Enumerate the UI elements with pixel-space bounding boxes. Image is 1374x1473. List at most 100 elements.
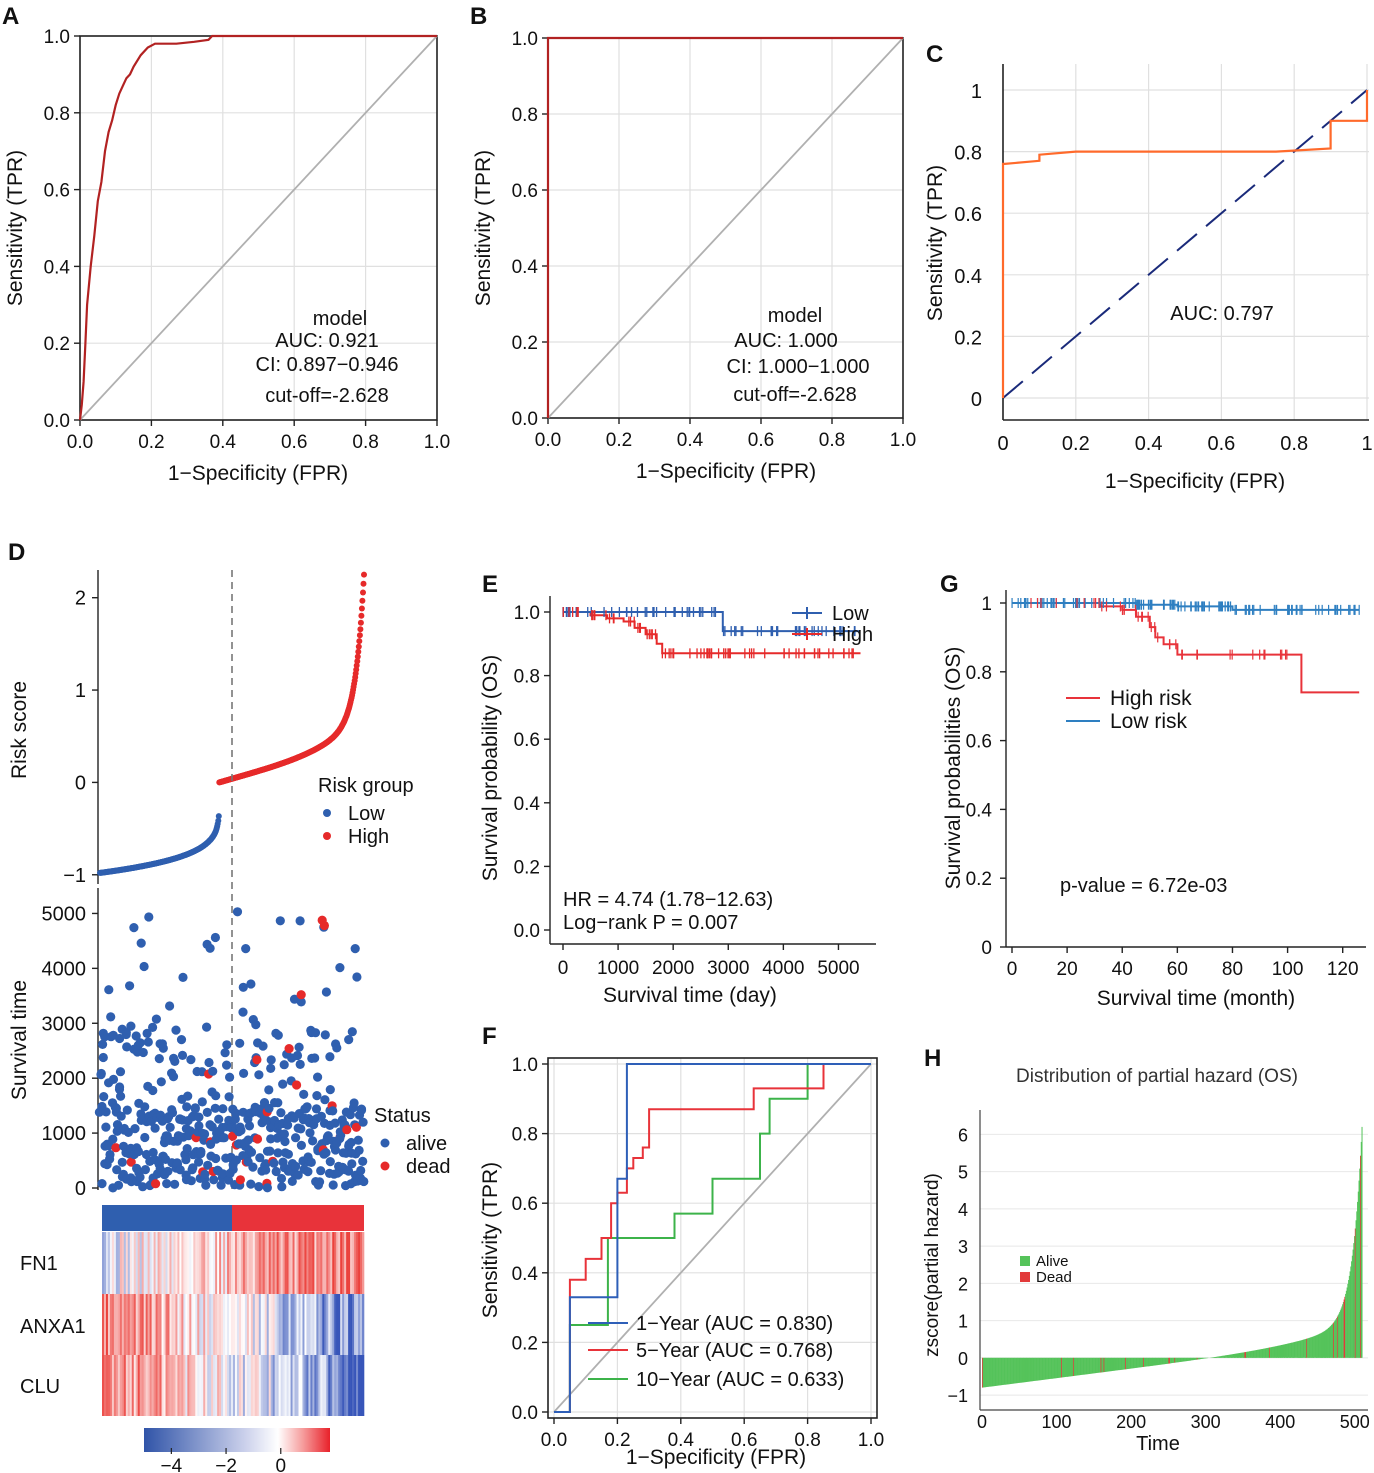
heatmap-cell [354,1232,357,1294]
alive-bar [1355,1220,1357,1358]
heatmap-cell [207,1232,210,1294]
heatmap-cell [352,1232,355,1294]
y-tick-label: 5000 [42,903,87,925]
cutoff-label: cut-off=-2.628 [733,384,857,406]
heatmap-cell [278,1232,281,1294]
legend-title: Risk group [318,775,414,797]
alive-bar [1005,1357,1007,1385]
alive-point [176,1035,187,1045]
heatmap-cell [294,1294,297,1355]
alive-bar [1086,1357,1088,1375]
y-tick-label: 0.8 [514,667,540,688]
heatmap-cell [121,1355,125,1416]
alive-point [332,1043,342,1053]
heatmap-cell [344,1294,347,1355]
heatmap-cell [342,1294,345,1355]
dead-bar [1196,1357,1198,1360]
heatmap-cell [155,1355,158,1416]
alive-bar [1307,1338,1309,1358]
alive-bar [1278,1345,1280,1358]
alive-point [296,1140,306,1150]
y-tick-label: 2000 [42,1068,87,1090]
alive-bar [1067,1357,1069,1377]
heatmap-cell [252,1294,256,1355]
alive-point [165,1122,175,1132]
heatmap-cell [302,1355,305,1416]
y-tick-label: 3000 [42,1013,87,1035]
dead-bar [1061,1357,1063,1378]
heatmap-cell [246,1355,250,1416]
alive-bar [1205,1357,1207,1359]
alive-bar [1033,1357,1035,1381]
heatmap-cell [234,1232,238,1294]
alive-bar [1301,1340,1303,1358]
heatmap-cell [177,1355,180,1416]
alive-bar [1191,1357,1193,1361]
alive-point [135,1038,145,1048]
alive-point [278,1079,288,1089]
alive-point [311,1104,322,1114]
alive-bar [1007,1357,1009,1385]
heatmap-cell [262,1294,266,1355]
diagonal-line [1002,89,1368,399]
alive-bar [1059,1357,1061,1378]
alive-point [287,1176,297,1186]
alive-bar [1175,1357,1177,1363]
alive-point [138,1047,148,1058]
alive-point [205,943,215,953]
heatmap-cell [171,1232,174,1294]
heatmap-cell [252,1355,256,1416]
alive-point [131,1031,141,1041]
dead-point [126,1157,136,1167]
alive-bar [1120,1357,1122,1370]
alive-point [359,1176,369,1187]
y-axis-label: Survival probabilities (OS) [942,647,965,890]
alive-point [135,1172,145,1182]
alive-point [280,1136,290,1147]
alive-point [98,1039,108,1049]
alive-bar [1160,1357,1162,1365]
alive-point [325,1052,335,1062]
alive-bar [1137,1357,1139,1368]
heatmap-cell [227,1355,230,1416]
alive-bar [1231,1354,1233,1358]
pvalue-label: p-value = 6.72e-03 [1060,875,1227,897]
heatmap-cell [179,1232,182,1294]
heatmap-cell [187,1355,190,1416]
heatmap-cell [195,1232,198,1294]
alive-bar [1072,1357,1074,1377]
alive-bar [1204,1357,1206,1359]
panel-f: 0.0 0.2 0.4 0.6 0.8 1.0 0.0 0.2 0.4 0.6 0.8 1.0 1−Ye… [479,1055,884,1469]
dead-bar [1343,1299,1345,1358]
dead-bar [1306,1338,1308,1358]
alive-bar [1326,1329,1328,1358]
alive-bar [996,1357,998,1386]
alive-point [313,1072,323,1082]
alive-point [194,1121,204,1131]
alive-bar [1082,1357,1084,1375]
group-bar-low [102,1205,232,1231]
heatmap-cell [264,1294,268,1355]
alive-bar [984,1357,986,1388]
alive-bar [1325,1329,1327,1358]
alive-bar [1092,1357,1094,1374]
heatmap-cell [147,1355,150,1416]
alive-bar [1310,1337,1312,1358]
diagonal-line [547,37,904,419]
heatmap-cell [167,1232,170,1294]
alive-point [204,1057,214,1068]
y-tick-label: 0 [981,938,992,959]
alive-point [222,1040,232,1050]
alive-bar [1360,1141,1362,1358]
alive-bar [1015,1357,1017,1384]
alive-bar [1322,1331,1324,1358]
alive-bar [1259,1349,1261,1358]
alive-bar [1200,1357,1202,1359]
alive-bar [1001,1357,1003,1386]
heatmap-cell [342,1355,345,1416]
alive-bar [1081,1357,1083,1375]
alive-point [306,1157,316,1167]
heatmap-cell [161,1294,164,1355]
dead-bar [1100,1357,1102,1373]
dead-bar [1125,1357,1127,1370]
